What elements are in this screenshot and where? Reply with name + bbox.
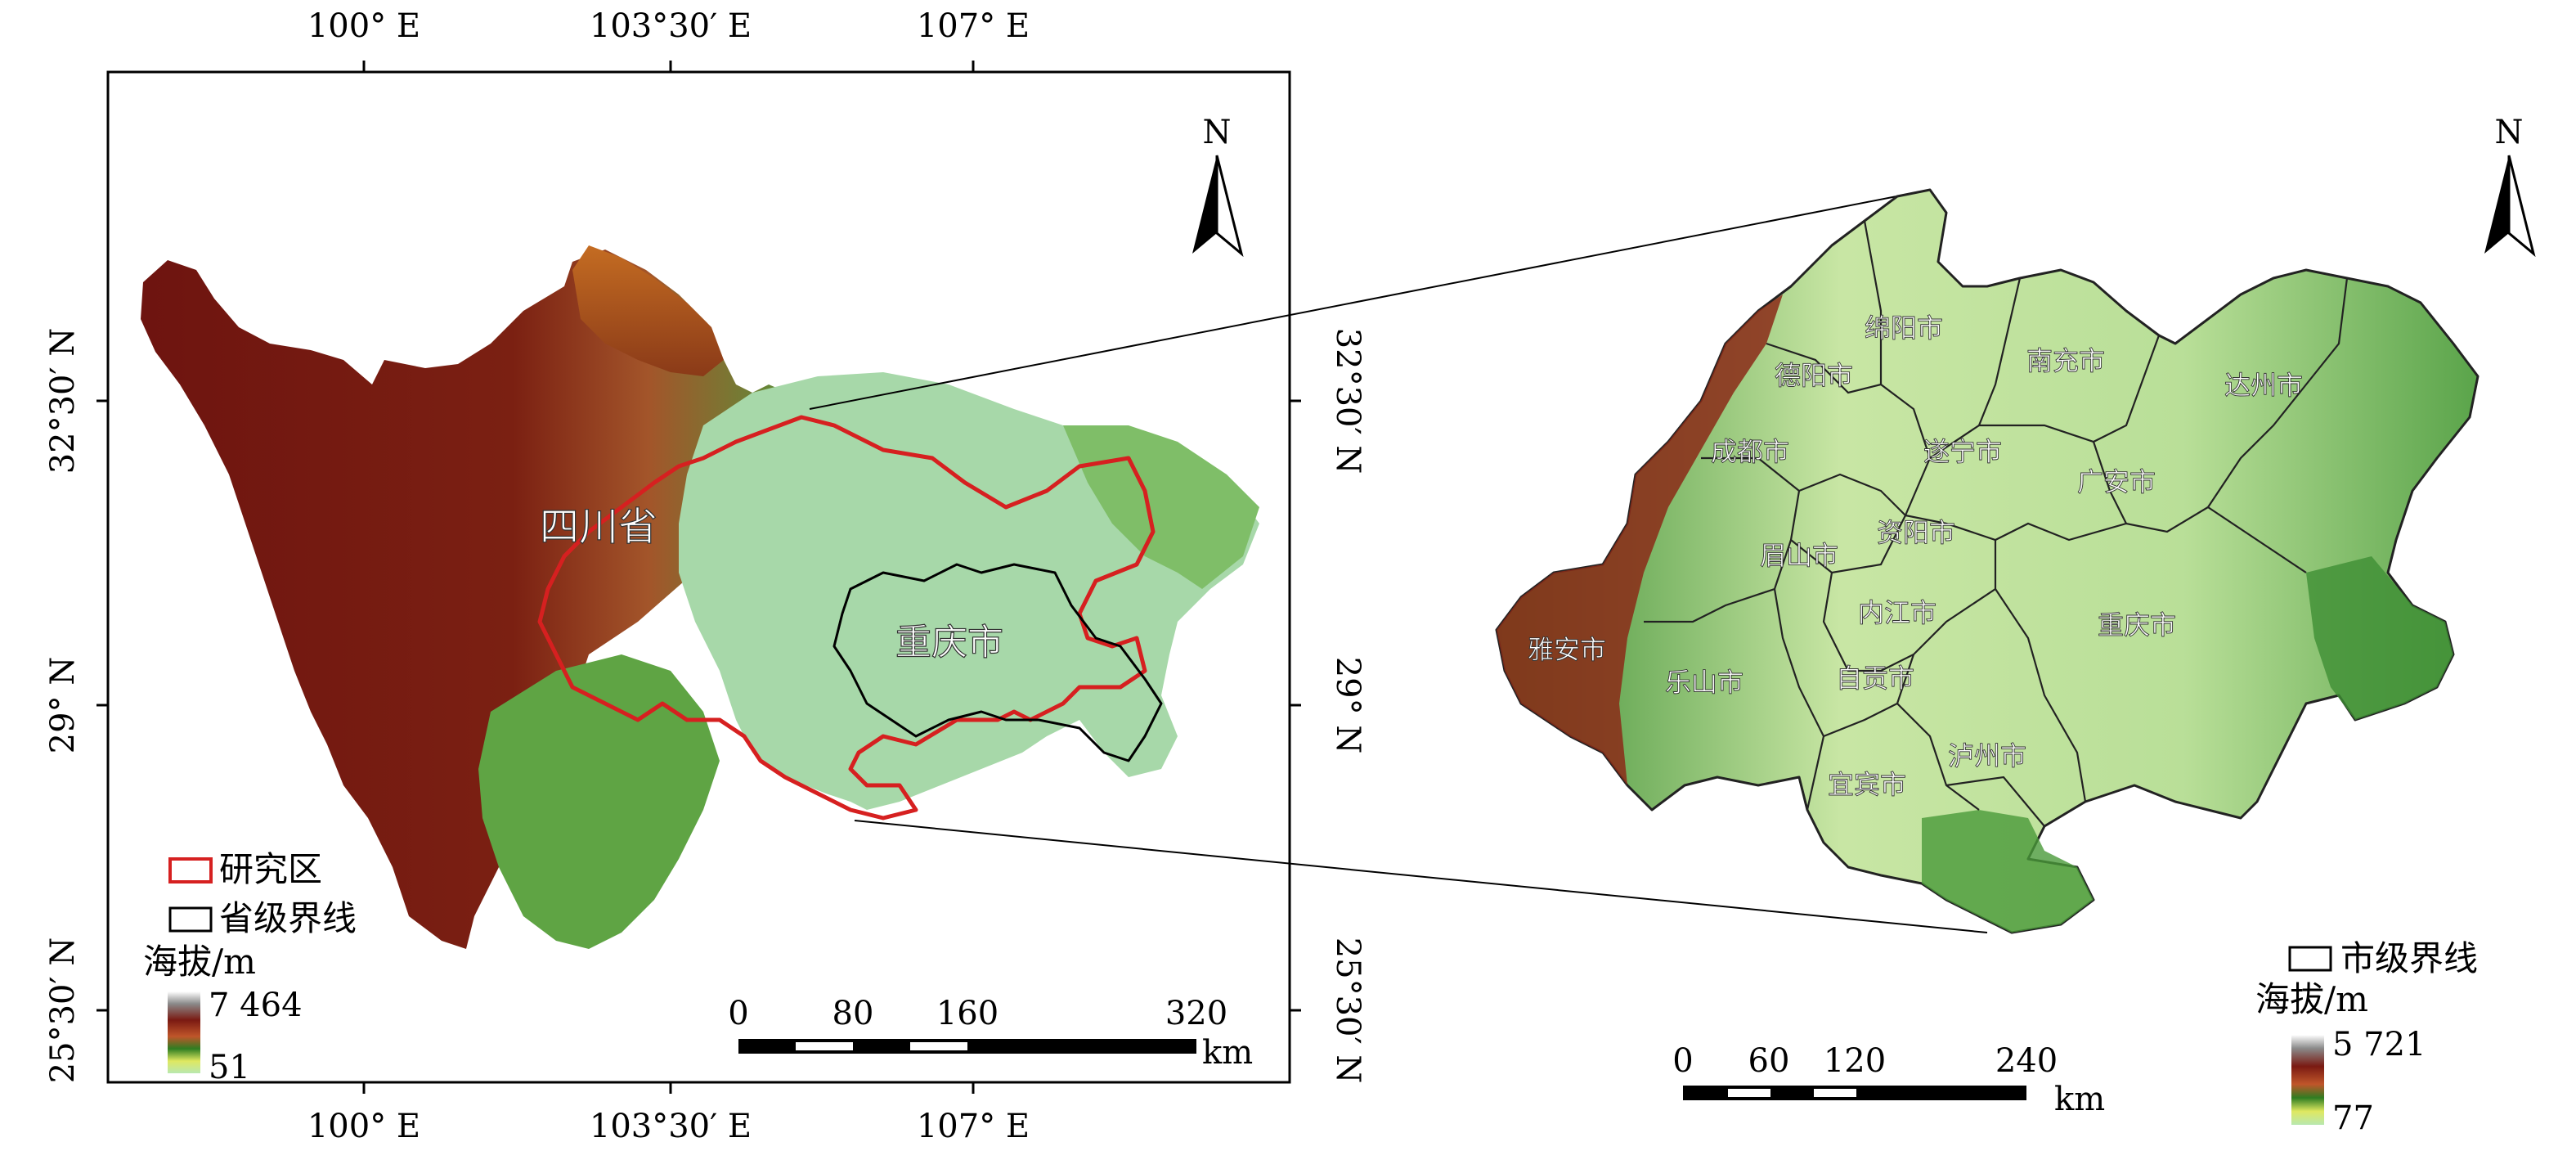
right-scale-tick-1: 60 [1748,1042,1790,1080]
city-label-suining: 遂宁市 [1923,436,2002,467]
right-west-mountains [1497,294,1783,785]
bottom-axis-label-3: 107° E [917,1108,1030,1145]
right-scale-tick-0: 0 [1672,1042,1693,1080]
right-elevation-ramp [2291,1035,2324,1125]
sichuan-south-terrain [478,654,720,949]
city-label-chongqing: 重庆市 [2098,609,2176,641]
elevation-title: 海拔/m [143,942,256,982]
right-map: 绵阳市 德阳市 南充市 达州市 成都市 遂宁市 广安市 眉山市 资阳市 雅安市 … [1495,114,2536,1137]
sichuan-west-terrain [141,250,818,949]
city-boundaries [1644,220,2349,827]
province-boundary-swatch [168,906,213,933]
north-arrow-icon [1192,155,1217,254]
city-label-yaan: 雅安市 [1528,634,1606,665]
elevation-min: 51 [209,1049,250,1086]
elevation-ramp [168,991,200,1073]
right-axis-label-1: 32°30′ N [1329,328,1367,474]
right-elevation-max: 5 721 [2332,1026,2426,1063]
north-arrow-outline-icon [1215,155,1244,258]
city-label-neijiang: 内江市 [1858,597,1936,628]
city-label-luzhou: 泸州市 [1948,740,2026,771]
city-label-chengdu: 成都市 [1711,436,1789,467]
right-scale-unit: km [2054,1081,2105,1118]
right-south-hills [1922,810,2094,933]
right-legend: 市级界线 海拔/m 5 721 77 [2255,938,2478,1137]
study-area-outline [537,415,1156,821]
study-area-legend-label: 研究区 [219,849,322,889]
city-label-zigong: 自贡市 [1836,663,1914,694]
city-label-ziyang: 资阳市 [1877,517,1955,548]
city-label-guangan: 广安市 [2077,466,2156,497]
city-label-nanchong: 南充市 [2026,345,2105,376]
left-map-ticks [96,61,1301,1094]
north-label-right: N [2495,114,2524,151]
elevation-max: 7 464 [209,987,303,1024]
right-scale-tick-2: 120 [1824,1042,1886,1080]
north-arrow-right-icon [2484,155,2509,254]
top-axis-label-1: 100° E [307,7,420,45]
right-elevation-title: 海拔/m [2255,979,2368,1019]
chongqing-boundary [832,563,1163,762]
scale-tick-2: 160 [936,995,999,1032]
right-elevation-min: 77 [2332,1099,2374,1137]
city-labels: 绵阳市 德阳市 南充市 达州市 成都市 遂宁市 广安市 眉山市 资阳市 雅安市 … [1528,312,2304,801]
left-axis-label-3: 25°30′ N [44,937,82,1084]
city-label-mianyang: 绵阳市 [1865,312,1943,344]
city-boundary-legend-label: 市级界线 [2340,938,2478,978]
left-axis-label-2: 29° N [44,657,82,754]
zoom-line-top [809,189,1931,410]
scale-unit: km [1202,1034,1253,1072]
city-label-dazhou: 达州市 [2224,370,2303,401]
north-label: N [1203,114,1232,151]
province-label: 四川省 [540,504,657,550]
top-axis-label-2: 103°30′ E [590,7,752,45]
scale-tick-0: 0 [728,995,748,1032]
east-hills-terrain [1063,425,1259,589]
scale-tick-3: 320 [1165,995,1227,1032]
chongqing-label: 重庆市 [895,622,1003,663]
north-arrow-left: N [1192,114,1244,258]
left-legend: 研究区 省级界线 海拔/m 7 464 51 [143,849,357,1086]
scale-tick-1: 80 [832,995,874,1032]
right-axis-label-3: 25°30′ N [1329,937,1367,1084]
right-east-hills [2306,556,2453,720]
city-boundary-swatch [2288,946,2332,972]
bottom-axis-label-2: 103°30′ E [590,1108,752,1145]
sichuan-north-terrain [572,245,724,376]
province-boundary-legend-label: 省级界线 [219,898,357,938]
left-scale-bar: 0 80 160 320 km [728,995,1253,1072]
bottom-axis-label-1: 100° E [307,1108,420,1145]
right-scale-tick-3: 240 [1995,1042,2058,1080]
city-label-deyang: 德阳市 [1775,360,1853,391]
north-arrow-right: N [2484,114,2536,258]
city-label-meishan: 眉山市 [1760,540,1838,571]
left-axis-label-1: 32°30′ N [44,328,82,474]
zoom-line-bottom [854,820,1988,933]
study-area-swatch [168,857,213,883]
top-axis-label-3: 107° E [917,7,1030,45]
city-label-leshan: 乐山市 [1665,667,1744,698]
city-label-yibin: 宜宾市 [1828,769,1906,800]
left-map: 四川省 重庆市 N 100° E 103°30′ E 107° E [44,7,1988,1145]
right-scale-bar: 0 60 120 240 km [1672,1042,2105,1118]
right-axis-label-2: 29° N [1329,657,1367,754]
north-arrow-right-outline-icon [2507,155,2536,258]
